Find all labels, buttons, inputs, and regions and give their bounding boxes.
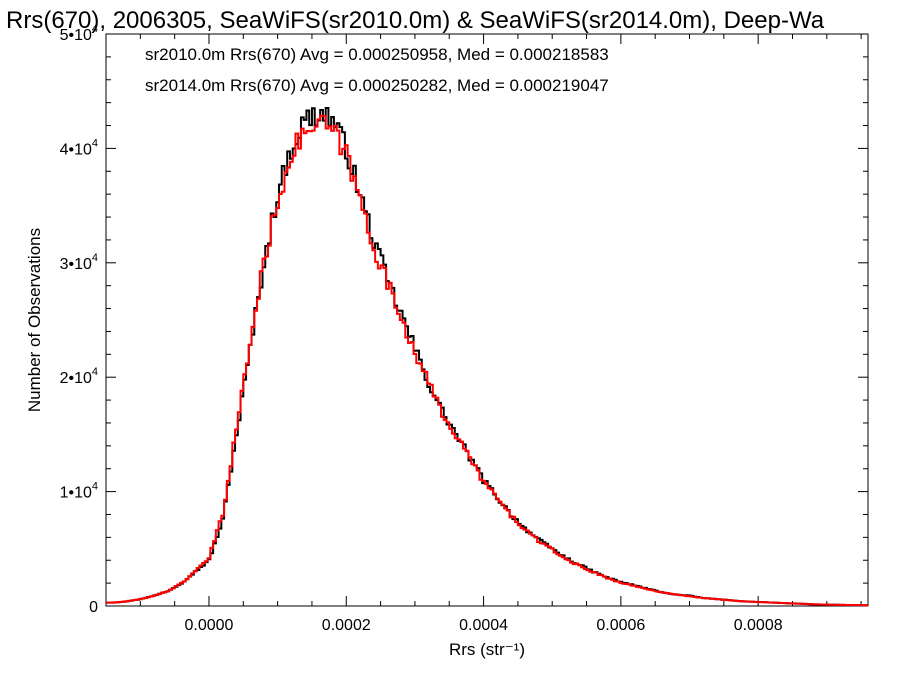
y-tick-label: 0 <box>89 599 98 616</box>
x-tick-label: 0.0006 <box>596 617 645 634</box>
y-tick-label: 5•104 <box>60 23 98 44</box>
chart-title: Rrs(670), 2006305, SeaWiFS(sr2010.0m) & … <box>6 7 825 34</box>
series-line-sr2010 <box>106 106 868 607</box>
x-axis-label: Rrs (str⁻¹) <box>449 640 525 659</box>
x-tick-label: 0.0008 <box>734 617 783 634</box>
y-tick-label: 1•104 <box>60 481 98 502</box>
series-line-sr2014 <box>106 114 868 607</box>
x-tick-label: 0.0004 <box>459 617 508 634</box>
x-tick-label: 0.0000 <box>185 617 234 634</box>
y-tick-label: 3•104 <box>60 252 98 273</box>
y-axis-label: Number of Observations <box>25 228 44 412</box>
plot-frame <box>105 33 869 607</box>
annotation-sr2010: sr2010.0m Rrs(670) Avg = 0.000250958, Me… <box>145 45 609 64</box>
y-tick-label: 4•104 <box>60 137 98 158</box>
annotation-sr2014: sr2014.0m Rrs(670) Avg = 0.000250282, Me… <box>145 76 609 95</box>
x-tick-label: 0.0002 <box>322 617 371 634</box>
y-tick-label: 2•104 <box>60 366 98 387</box>
series-layer <box>106 106 868 607</box>
axis-ticks: 0.0000 0.0002 0.0004 0.0006 0.0008 0 1•104 2•10… <box>60 23 868 634</box>
